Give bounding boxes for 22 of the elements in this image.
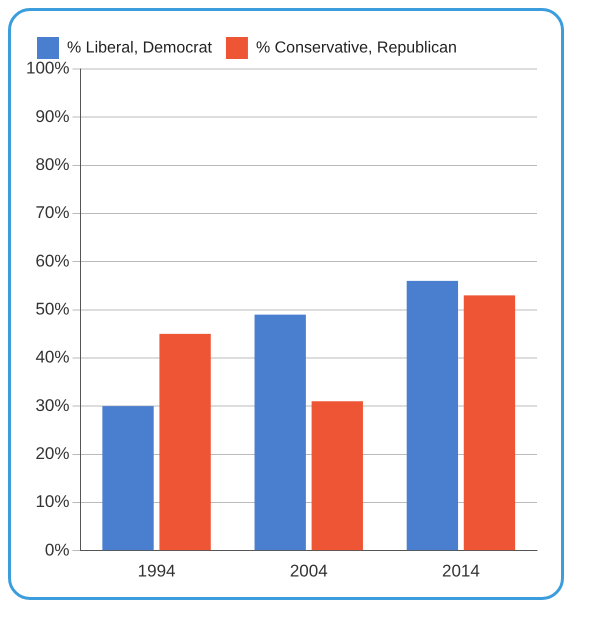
legend-label: % Liberal, Democrat bbox=[67, 39, 212, 56]
bar bbox=[159, 334, 211, 550]
y-tick-label: 70% bbox=[35, 203, 70, 222]
y-tick-label: 40% bbox=[35, 348, 70, 367]
bar bbox=[102, 406, 154, 550]
x-tick-label: 1994 bbox=[138, 561, 176, 580]
x-tick-label: 2004 bbox=[290, 561, 328, 580]
x-tick-label: 2014 bbox=[442, 561, 480, 580]
y-tick-label: 50% bbox=[35, 299, 70, 318]
y-tick-label: 30% bbox=[35, 396, 70, 415]
y-tick-label: 10% bbox=[35, 492, 70, 512]
y-tick-label: 0% bbox=[44, 540, 70, 560]
bar bbox=[312, 401, 363, 550]
y-tick-label: 20% bbox=[35, 444, 70, 463]
y-tick-label: 80% bbox=[35, 155, 70, 174]
bar bbox=[254, 314, 306, 550]
bar bbox=[464, 295, 516, 550]
y-tick-label: 60% bbox=[35, 251, 70, 270]
bar bbox=[406, 280, 458, 550]
y-tick-label: 90% bbox=[35, 106, 70, 126]
y-tick-label: 100% bbox=[26, 58, 70, 78]
legend-label: % Conservative, Republican bbox=[256, 39, 457, 56]
